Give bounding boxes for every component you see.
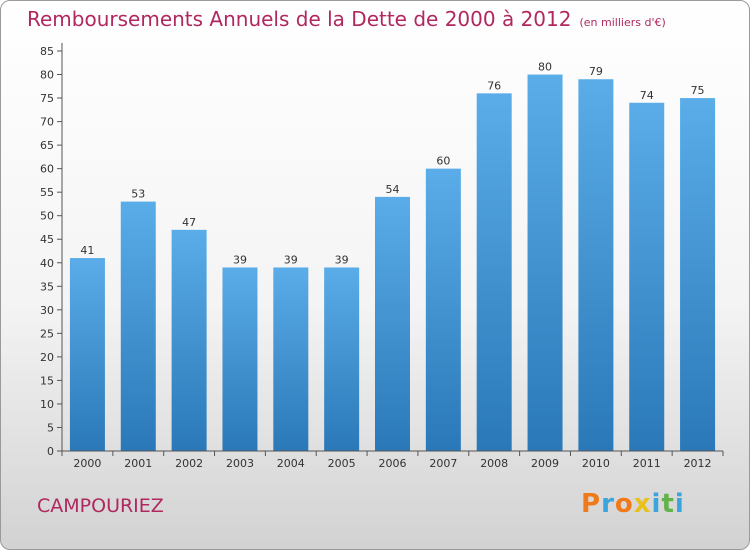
- logo-letter: i: [651, 489, 662, 519]
- logo-letter: o: [614, 489, 634, 519]
- bar-2001: [120, 201, 156, 451]
- bar-value-label: 60: [436, 155, 450, 168]
- bar-value-label: 76: [487, 79, 501, 92]
- y-tick-label: 0: [47, 445, 54, 458]
- bar-value-label: 80: [538, 61, 552, 74]
- x-tick-label: 2002: [175, 457, 203, 470]
- x-tick-label: 2000: [73, 457, 101, 470]
- logo-letter: x: [633, 489, 652, 519]
- y-tick-label: 25: [40, 327, 54, 340]
- y-axis: 0 5 10 15 20 25 30 35 40 45 50 55 60 65 70 75 80 85: [40, 43, 63, 458]
- y-tick-label: 45: [40, 233, 54, 246]
- bar-2007: [425, 168, 461, 451]
- y-tick-label: 50: [40, 210, 54, 223]
- y-tick-label: 70: [40, 116, 54, 129]
- x-axis: 2000 2001 2002 2003 2004 2005 2006 2007 2008 2009…: [61, 450, 724, 470]
- y-tick-label: 60: [40, 163, 54, 176]
- bar-2003: [222, 267, 258, 451]
- chart-title-unit: (en milliers d'€): [579, 16, 666, 29]
- chart-title-main: Remboursements Annuels de la Dette de 20…: [27, 7, 572, 31]
- y-tick-label: 35: [40, 280, 54, 293]
- x-tick-label: 2007: [429, 457, 457, 470]
- bar-2012: [680, 98, 716, 451]
- chart-title: Remboursements Annuels de la Dette de 20…: [27, 7, 666, 31]
- logo-letter: i: [674, 489, 685, 519]
- bar-value-label: 39: [233, 253, 247, 266]
- bar-2004: [273, 267, 309, 451]
- x-tick-label: 2005: [328, 457, 356, 470]
- bar-2008: [476, 93, 512, 452]
- y-tick-label: 5: [47, 421, 54, 434]
- x-tick-label: 2011: [633, 457, 661, 470]
- x-tick-label: 2009: [531, 457, 559, 470]
- bar-value-label: 74: [640, 89, 654, 102]
- bar-value-label: 79: [589, 65, 603, 78]
- bar-2010: [578, 79, 614, 451]
- logo-letter: P: [581, 489, 602, 519]
- y-tick-label: 75: [40, 92, 54, 105]
- commune-name: CAMPOURIEZ: [37, 495, 164, 517]
- x-tick-label: 2006: [379, 457, 407, 470]
- bar-2002: [171, 229, 207, 451]
- bar-2009: [527, 74, 563, 451]
- logo-letter: r: [601, 489, 615, 519]
- bar-2005: [324, 267, 360, 451]
- bar-2011: [629, 102, 665, 451]
- y-tick-label: 40: [40, 257, 54, 270]
- proxiti-logo: Proxiti: [581, 489, 685, 519]
- x-tick-label: 2003: [226, 457, 254, 470]
- bar-2006: [375, 196, 410, 451]
- bar-value-label: 39: [335, 253, 349, 266]
- bar-value-label: 75: [691, 84, 705, 97]
- y-tick-label: 10: [40, 398, 54, 411]
- y-tick-label: 55: [40, 186, 54, 199]
- bar-value-label: 54: [386, 183, 400, 196]
- x-tick-label: 2004: [277, 457, 305, 470]
- logo-letter: t: [661, 489, 675, 519]
- y-tick-label: 80: [40, 69, 54, 82]
- x-tick-label: 2012: [684, 457, 712, 470]
- y-tick-label: 85: [40, 45, 54, 58]
- bars-group: 41 53 47 39 39 39 54 60 76 80 79 74 75: [69, 61, 716, 452]
- x-tick-label: 2010: [582, 457, 610, 470]
- bar-value-label: 47: [182, 216, 196, 229]
- y-tick-label: 15: [40, 374, 54, 387]
- bar-value-label: 39: [284, 253, 298, 266]
- x-tick-label: 2001: [124, 457, 152, 470]
- bar-2000: [69, 258, 105, 451]
- bar-value-label: 53: [131, 188, 145, 201]
- y-tick-label: 65: [40, 139, 54, 152]
- y-tick-label: 20: [40, 351, 54, 364]
- bar-value-label: 41: [80, 244, 94, 257]
- x-tick-label: 2008: [480, 457, 508, 470]
- y-tick-label: 30: [40, 304, 54, 317]
